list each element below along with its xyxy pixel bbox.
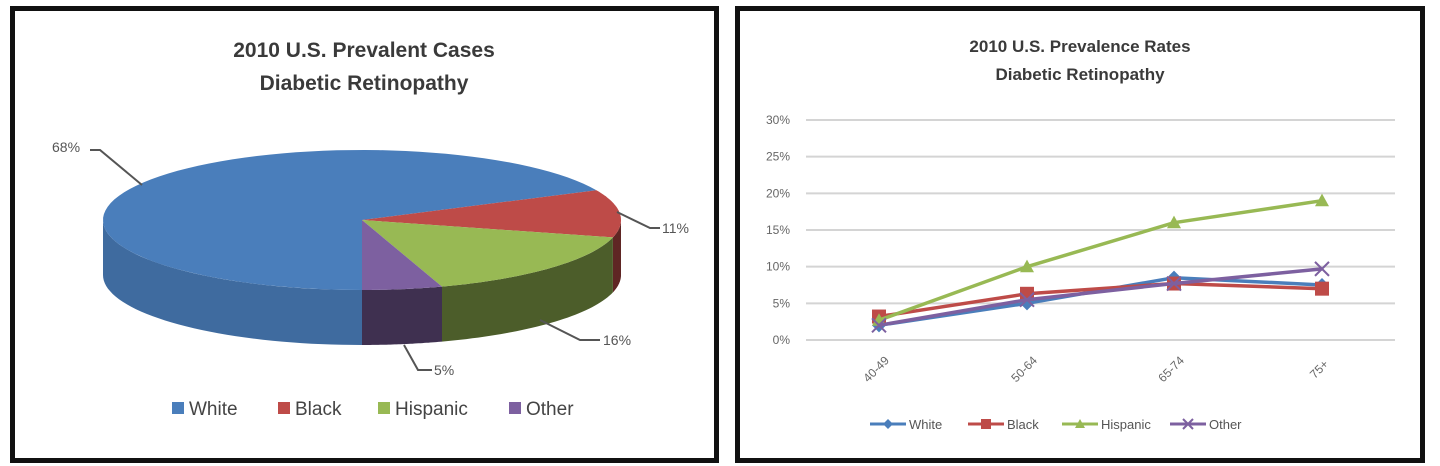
line-chart-x-axis: 40-49 50-64 65-74 75+ bbox=[860, 353, 1331, 385]
x-marker bbox=[1314, 261, 1330, 277]
line-chart-title-line2: Diabetic Retinopathy bbox=[995, 65, 1165, 84]
x-marker bbox=[1182, 418, 1194, 430]
pie-slice-white bbox=[103, 150, 597, 290]
pie-slice-hispanic bbox=[362, 220, 613, 287]
series-line bbox=[878, 281, 1323, 319]
y-tick-label: 15% bbox=[766, 223, 790, 237]
pie-chart bbox=[103, 150, 621, 345]
x-tick-label: 50-64 bbox=[1008, 353, 1040, 385]
legend-swatch-hispanic bbox=[378, 402, 390, 414]
pie-side-hispanic bbox=[442, 237, 613, 342]
legend-label-black: Black bbox=[1007, 417, 1039, 432]
triangle-marker bbox=[1167, 215, 1181, 229]
pie-slice-black bbox=[362, 190, 621, 238]
pie-chart-title-line2: Diabetic Retinopathy bbox=[260, 72, 469, 95]
pie-legend: White Black Hispanic Other bbox=[172, 399, 574, 420]
x-tick-label: 65-74 bbox=[1155, 353, 1187, 385]
legend-label-hispanic: Hispanic bbox=[395, 399, 468, 420]
pie-label-black: 11% bbox=[662, 220, 689, 236]
series-line bbox=[878, 267, 1323, 328]
y-tick-label: 10% bbox=[766, 260, 790, 274]
legend-swatch-other bbox=[509, 402, 521, 414]
square-marker bbox=[1315, 281, 1329, 296]
triangle-marker bbox=[1075, 419, 1085, 428]
pie-data-labels: 68% 11% 16% 5% bbox=[52, 139, 689, 378]
x-marker bbox=[871, 317, 887, 334]
series-white bbox=[872, 270, 1329, 333]
line-chart-panel bbox=[735, 6, 1425, 463]
y-tick-label: 25% bbox=[766, 150, 790, 164]
pie-leader-line bbox=[90, 149, 143, 186]
legend-label-black: Black bbox=[295, 399, 342, 420]
triangle-marker bbox=[1020, 259, 1034, 273]
line-chart-title-line1: 2010 U.S. Prevalence Rates bbox=[969, 37, 1190, 56]
y-tick-label: 5% bbox=[773, 296, 791, 310]
pie-side-black bbox=[612, 220, 621, 293]
line-chart-series bbox=[871, 193, 1330, 334]
pie-slice-other bbox=[362, 220, 442, 290]
series-line bbox=[878, 198, 1323, 322]
pie-side-white bbox=[103, 220, 362, 345]
legend-label-white: White bbox=[909, 417, 942, 432]
pie-label-hispanic: 16% bbox=[603, 332, 631, 348]
pie-label-white: 68% bbox=[52, 139, 80, 155]
y-tick-label: 30% bbox=[766, 113, 790, 127]
pie-leader-line bbox=[403, 344, 432, 371]
x-tick-label: 75+ bbox=[1307, 357, 1331, 381]
legend-label-other: Other bbox=[1209, 417, 1242, 432]
pie-side-other bbox=[362, 286, 442, 345]
series-other bbox=[871, 261, 1330, 334]
x-marker bbox=[1166, 275, 1182, 292]
x-tick-label: 40-49 bbox=[860, 353, 892, 385]
line-chart-y-axis: 0% 5% 10% 15% 20% 25% 30% bbox=[766, 113, 790, 347]
diamond-marker bbox=[883, 419, 893, 429]
pie-leader-line bbox=[616, 211, 660, 229]
legend-swatch-black bbox=[278, 402, 290, 414]
y-tick-label: 0% bbox=[773, 333, 791, 347]
pie-chart-title-line1: 2010 U.S. Prevalent Cases bbox=[233, 39, 495, 62]
triangle-marker bbox=[1315, 193, 1329, 207]
line-chart-legend: White Black Hispanic Other bbox=[870, 417, 1242, 432]
square-marker bbox=[981, 419, 991, 429]
x-marker bbox=[1019, 291, 1035, 308]
y-tick-label: 20% bbox=[766, 186, 790, 200]
legend-label-hispanic: Hispanic bbox=[1101, 417, 1151, 432]
line-chart-gridlines bbox=[806, 119, 1395, 341]
pie-label-other: 5% bbox=[434, 362, 454, 378]
pie-leader-line bbox=[539, 319, 600, 341]
legend-swatch-white bbox=[172, 402, 184, 414]
legend-label-white: White bbox=[189, 399, 238, 420]
legend-label-other: Other bbox=[526, 399, 574, 420]
